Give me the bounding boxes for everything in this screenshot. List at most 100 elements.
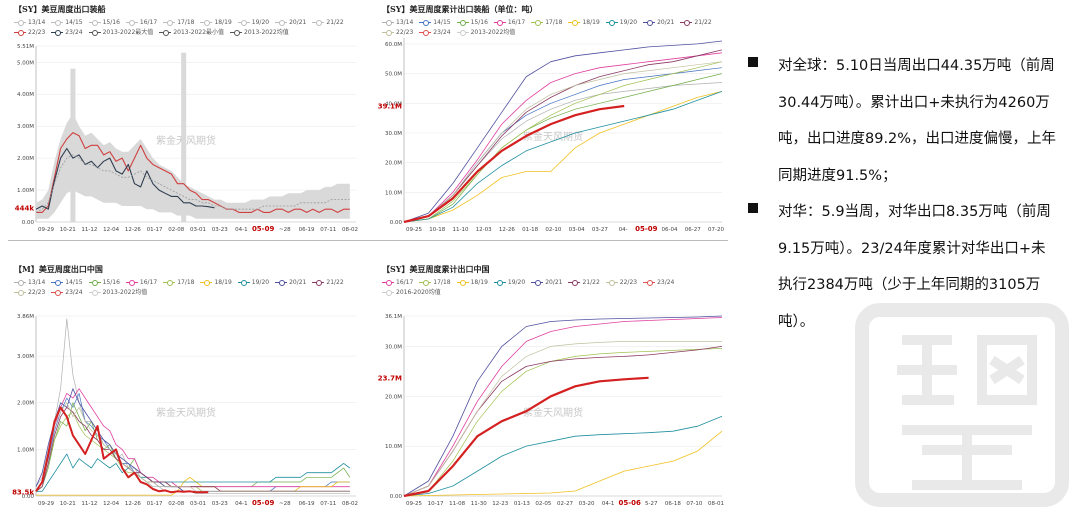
chart-plot: 0.00 10.0M 20.0M 30.0M 36.1M 09-25 10-17 11-08 1… [378,314,724,507]
legend-marker [17,29,24,36]
legend-label: 17/18 [177,279,195,286]
legend-entry: 16/17 [125,18,158,28]
series-line-23-24 [403,376,649,498]
y-tick-label: 5.51M [17,44,34,50]
legend-entry: 20/21 [275,278,306,288]
legend-marker [129,279,136,286]
legend-swatch [125,279,138,286]
legend-entry: 18/19 [200,18,232,28]
legend-swatch [14,29,26,36]
legend-marker [54,19,61,26]
legend-marker [683,19,690,26]
seal-strokes [897,335,1037,490]
legend-marker [497,19,504,26]
series-line-18-19 [36,476,350,496]
series-line-19-20 [36,453,351,492]
legend-label: 18/19 [582,19,600,26]
legend-label: 21/22 [582,279,600,286]
legend-marker [385,29,392,36]
x-tick-label-current: 05-09 [635,225,658,233]
series-line-19-20 [403,91,723,223]
legend-label: 23/24 [433,29,451,36]
y-tick-label: 20.0M [385,394,402,400]
legend-marker [166,19,173,26]
legend-marker [92,19,99,26]
chart-title: 【SY】美豆周度累计出口装船（单位：吨） [382,4,538,14]
legend-swatch [237,279,250,286]
x-tick-label: 01-17 [147,227,163,233]
series-line-22-23 [35,402,350,492]
legend-swatch [382,289,394,296]
series-line-2013-2022-- [35,154,350,213]
legend-marker [385,289,392,296]
x-tick-label: 03-01 [190,227,206,233]
legend-swatch [382,19,394,26]
x-tick-label: 12-23 [492,501,508,507]
legend-label: 20/21 [289,19,307,26]
y-tick-label: 1.00M [17,447,34,453]
x-tick-label: 04-1 [235,227,247,233]
legend-label: 19/20 [251,19,270,26]
legend-entry: 19/20 [237,278,269,288]
legend-label: 22/23 [619,279,638,286]
seal-watermark-graphic [855,303,1069,507]
legend-swatch [312,19,325,26]
legend-swatch [159,29,172,36]
legend-label: 2016-2020均值 [396,289,441,296]
y-tick-label: 50.0M [385,72,402,78]
x-tick-label: 12-04 [103,501,119,507]
x-tick-label: 08-01 [708,501,724,507]
x-tick-label: 01-17 [147,501,163,507]
x-tick-label: 04-1 [235,501,247,507]
chart-panel-cumulative-exports: 【SY】美豆周度累计出口装船（单位：吨） 13/14 14/15 15/16 16/1… [376,2,728,238]
legend-swatch [382,29,394,36]
legend-marker [17,289,24,296]
legend-swatch [456,279,469,286]
y-tick-label: 2.00M [17,401,34,407]
x-tick-label: 12-03 [476,227,492,233]
x-tick-label: 12-26 [499,227,515,233]
x-tick-label: 02-27 [557,501,573,507]
legend-marker [385,279,392,286]
legend-swatch [643,19,656,26]
legend-swatch [275,19,288,26]
legend-entry: 14/15 [419,18,451,28]
legend-label: 18/19 [214,19,232,26]
series-line-17-18 [403,61,723,223]
series-line-18-19 [403,91,723,223]
legend-entry: 16/17 [382,278,413,288]
x-tick-label: 04- [619,227,628,233]
legend-entry: 14/15 [51,18,83,28]
x-tick-label: 11-08 [449,501,465,507]
current-value-label: 83.5k [12,489,34,497]
legend-entry: 2013-2022最小值 [159,28,224,38]
x-tick-label: 11-10 [452,227,468,233]
legend-label: 16/17 [139,19,158,26]
y-tick-label: 40.0M [385,101,402,107]
legend-marker [233,29,240,36]
legend-label: 23/24 [657,279,675,286]
square-bullet-icon [748,203,758,213]
legend-label: 23/24 [65,29,83,36]
legend-swatch [51,19,64,26]
series-line-16-17 [403,317,723,497]
series-line-23-24 [35,406,209,494]
legend-label: 21/22 [694,19,712,26]
x-tick-label-current: 05-09 [252,225,275,233]
legend-marker [278,19,285,26]
legend-entry: 23/24 [51,28,83,38]
legend-entry: 13/14 [382,18,413,28]
legend-swatch [88,289,101,296]
series-line-16-17 [403,52,723,223]
x-tick-label: 12-26 [125,227,141,233]
legend-swatch [88,279,101,286]
x-tick-label: 03-01 [190,501,206,507]
legend-swatch [680,19,693,26]
range-band-area [36,113,350,219]
legend-label: 14/15 [65,19,83,26]
legend-entry: 18/19 [456,278,488,288]
legend-swatch [568,279,581,286]
legend-entry: 21/22 [312,18,344,28]
legend-entry: 2016-2020均值 [382,288,441,298]
y-tick-label: 10.0M [385,444,402,450]
